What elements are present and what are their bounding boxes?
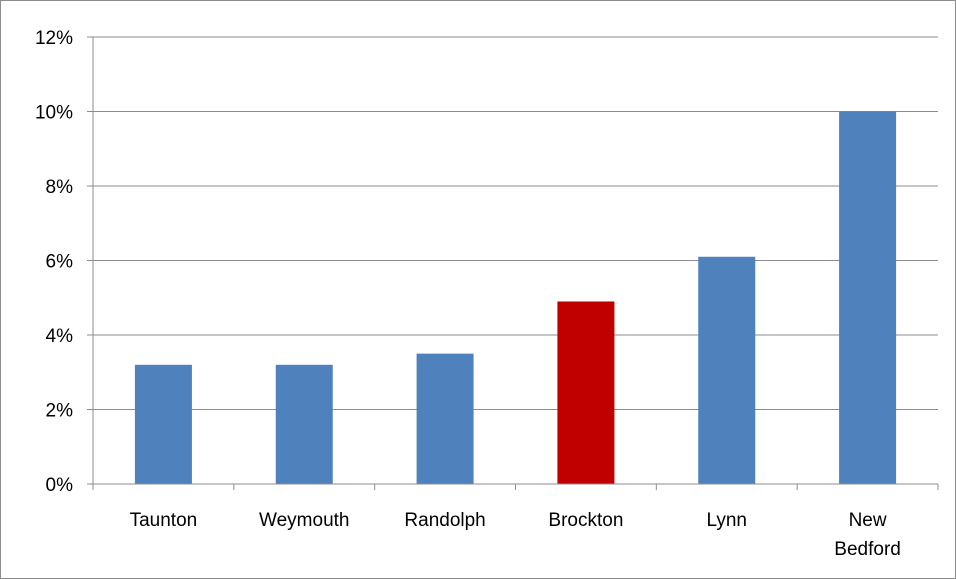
y-tick-label: 4% xyxy=(46,326,74,347)
x-tick-label: Bedford xyxy=(834,539,901,560)
bar-brockton xyxy=(557,301,615,484)
x-tick-label: Brockton xyxy=(548,510,623,531)
x-tick-label: Randolph xyxy=(404,510,485,531)
y-tick-label: 0% xyxy=(46,475,74,496)
y-tick-label: 6% xyxy=(46,252,74,273)
bar-weymouth xyxy=(275,364,333,484)
y-tick-label: 2% xyxy=(46,401,74,422)
bar-taunton xyxy=(134,364,192,484)
y-tick-label: 10% xyxy=(35,103,73,124)
x-tick-label: New xyxy=(849,510,887,531)
y-tick-labels: 0% 2% 4% 6% 8% 10% 12% xyxy=(35,28,73,496)
bar-lynn xyxy=(698,256,756,484)
axes xyxy=(87,36,939,490)
x-tick-label: Taunton xyxy=(130,510,198,531)
y-tick-label: 8% xyxy=(46,177,74,198)
x-tick-labels: Taunton Weymouth Randolph Brockton Lynn New Be… xyxy=(130,510,901,560)
x-tick-label: Lynn xyxy=(707,510,748,531)
bar-randolph xyxy=(416,353,474,484)
x-tick-label: Weymouth xyxy=(259,510,349,531)
y-tick-label: 12% xyxy=(35,28,73,49)
bars xyxy=(134,111,897,484)
gridlines xyxy=(93,36,938,410)
bar-new-bedford xyxy=(839,111,897,484)
